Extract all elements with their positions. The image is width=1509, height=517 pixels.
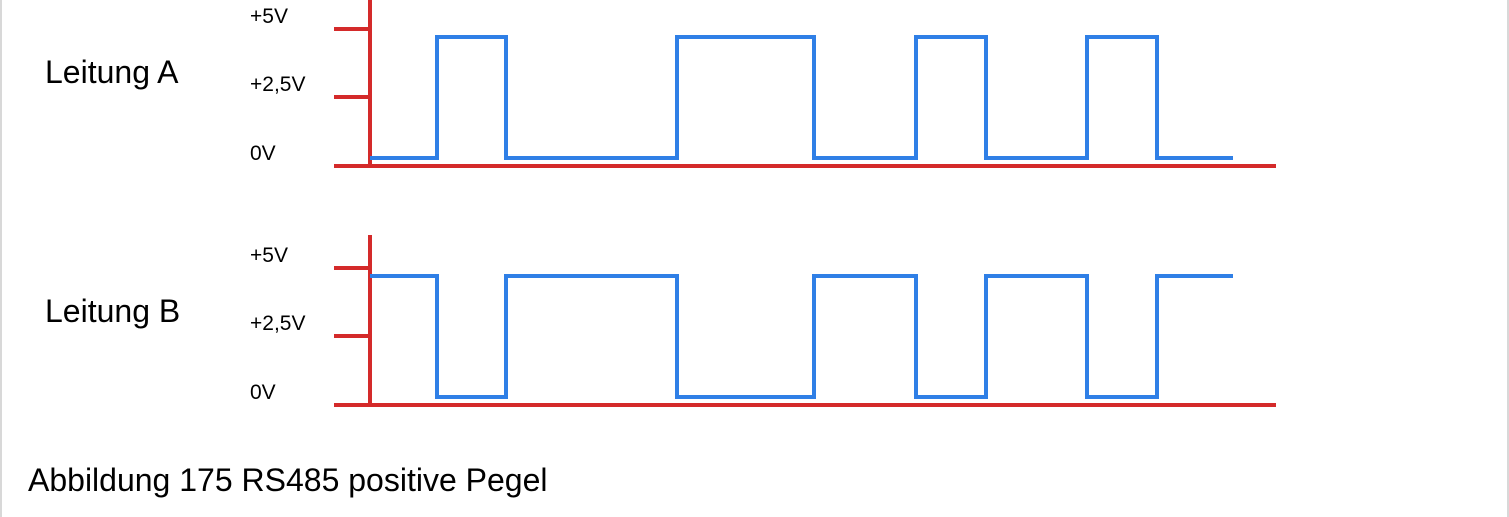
series-label-a: Leitung A (45, 54, 179, 90)
y-tick-label-a-2: +5V (250, 5, 288, 28)
series-label-b: Leitung B (45, 293, 180, 329)
y-tick-label-b-1: +2,5V (250, 312, 305, 335)
signal-trace-b (370, 274, 1233, 399)
rs485-signal-chart: Leitung A 0V +2,5V +5V Leitung B 0V +2,5V +5V (45, 0, 1276, 407)
y-tick-label-b-2: +5V (250, 244, 288, 267)
y-tick-label-a-1: +2,5V (250, 73, 305, 96)
figure-caption: Abbildung 175 RS485 positive Pegel (28, 462, 548, 498)
frame-left-border (0, 0, 2, 517)
frame-right-border (1507, 0, 1509, 517)
signal-trace-a (370, 35, 1233, 160)
y-tick-label-a-0: 0V (250, 142, 276, 165)
y-tick-label-b-0: 0V (250, 381, 276, 404)
